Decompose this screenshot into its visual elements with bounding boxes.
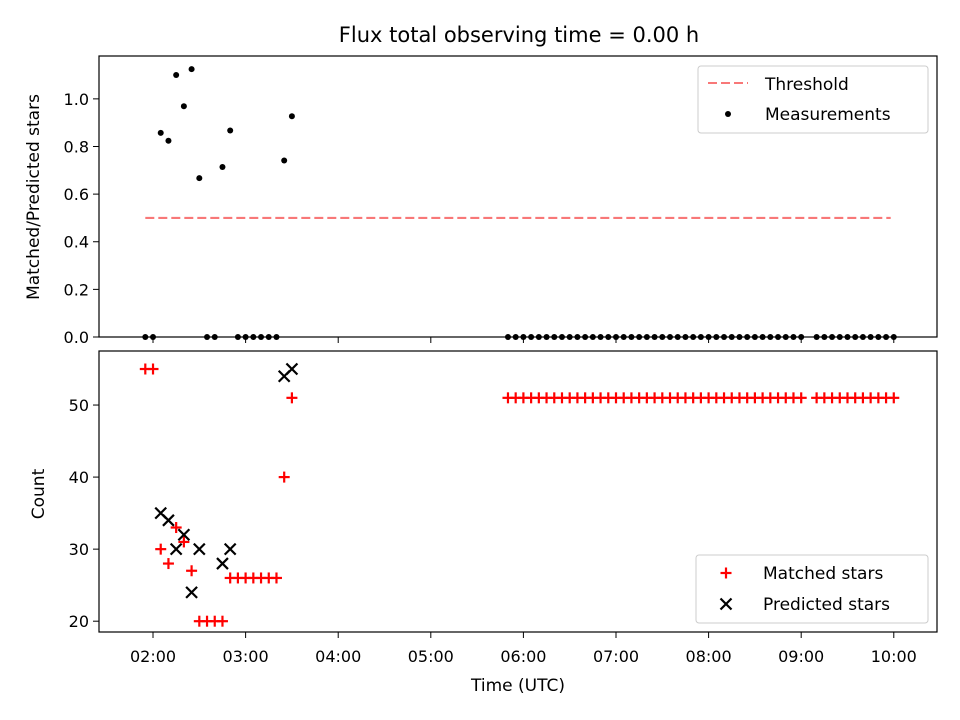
bottom-legend: Matched stars Predicted stars — [695, 554, 929, 624]
bottom-x-axis: 02:00 03:00 04:00 05:00 06:00 07:00 08:00 09:00… — [130, 632, 917, 666]
matched-star-point — [186, 565, 198, 577]
top-legend: Threshold Measurements — [697, 65, 929, 134]
bottom-y-axis: 20 30 40 50 — [69, 396, 99, 631]
predicted-star-point — [162, 514, 175, 527]
measurement-point — [196, 175, 203, 182]
matched-star-point — [216, 615, 228, 627]
measurement-point — [219, 163, 226, 170]
measurement-point — [288, 113, 295, 120]
predicted-star-point — [169, 542, 183, 556]
matched-star-point — [286, 392, 298, 404]
bottom-plot-frame — [98, 350, 938, 633]
top-y-tick-label: 1.0 — [64, 90, 89, 109]
measurement-point — [173, 72, 180, 79]
top-y-axis: 0.0 0.2 0.4 0.6 0.8 1.0 — [64, 90, 99, 347]
matched-star-point — [162, 558, 174, 570]
matched-star-point — [178, 536, 190, 548]
measurement-point — [227, 127, 234, 134]
matched-star-point — [795, 392, 807, 404]
top-y-tick-label: 0.8 — [64, 137, 89, 156]
x-tick-label: 08:00 — [686, 647, 732, 666]
top-plot-frame — [98, 55, 938, 338]
x-tick-label: 07:00 — [593, 647, 639, 666]
matched-star-point — [147, 363, 159, 375]
top-plot-marks — [142, 66, 897, 340]
matched-star-point — [278, 471, 290, 483]
top-x-axis — [152, 337, 895, 343]
x-tick-label: 06:00 — [500, 647, 546, 666]
bottom-legend-box — [695, 554, 929, 624]
legend-matched-stars-swatch — [720, 567, 732, 579]
measurement-point — [165, 137, 172, 144]
legend-predicted-stars-label: Predicted stars — [763, 595, 890, 615]
measurement-point — [180, 103, 187, 110]
top-y-tick-label: 0.0 — [64, 328, 89, 347]
x-tick-label: 03:00 — [223, 647, 269, 666]
measurement-point — [188, 66, 195, 73]
x-tick-label: 02:00 — [130, 647, 176, 666]
x-axis-label: Time (UTC) — [470, 676, 565, 696]
matched-star-point — [888, 392, 900, 404]
x-tick-label: 09:00 — [778, 647, 824, 666]
x-tick-label: 04:00 — [315, 647, 361, 666]
legend-threshold-label: Threshold — [764, 75, 849, 95]
cross-marker-icon — [719, 597, 733, 611]
chart-title: Flux total observing time = 0.00 h — [339, 23, 699, 47]
top-y-axis-label: Matched/Predicted stars — [24, 94, 44, 300]
legend-predicted-stars-swatch — [719, 597, 733, 611]
matched-star-point — [170, 522, 182, 534]
bottom-y-tick-label: 50 — [69, 396, 89, 415]
bottom-panel: Count Time (UTC) 20 30 40 50 02:00 03:00 04:0… — [29, 350, 938, 696]
plus-marker-icon — [720, 567, 732, 579]
matched-star-point — [270, 572, 282, 584]
top-y-tick-label: 0.6 — [64, 185, 89, 204]
top-legend-box — [697, 65, 929, 134]
bottom-plot-marks — [139, 362, 900, 627]
measurement-point — [281, 157, 288, 164]
matched-star-point — [155, 543, 167, 555]
predicted-star-point — [193, 542, 206, 556]
measurement-point — [157, 129, 164, 136]
bottom-y-tick-label: 30 — [69, 540, 89, 559]
predicted-star-point — [185, 586, 198, 599]
predicted-star-point — [216, 557, 229, 570]
legend-measurements-label: Measurements — [765, 105, 891, 125]
top-y-tick-label: 0.2 — [64, 280, 89, 299]
legend-matched-stars-label: Matched stars — [763, 564, 883, 584]
top-panel: Flux total observing time = 0.00 h Match… — [24, 23, 938, 347]
bottom-y-tick-label: 20 — [69, 612, 89, 631]
x-tick-label: 05:00 — [408, 647, 454, 666]
predicted-star-point — [177, 528, 191, 542]
top-y-tick-label: 0.4 — [64, 233, 89, 252]
predicted-star-point — [285, 362, 299, 376]
legend-measurements-swatch — [725, 111, 731, 117]
bottom-y-axis-label: Count — [29, 468, 49, 519]
bottom-y-tick-label: 40 — [69, 468, 89, 487]
predicted-star-point — [223, 542, 237, 556]
x-tick-label: 10:00 — [871, 647, 917, 666]
